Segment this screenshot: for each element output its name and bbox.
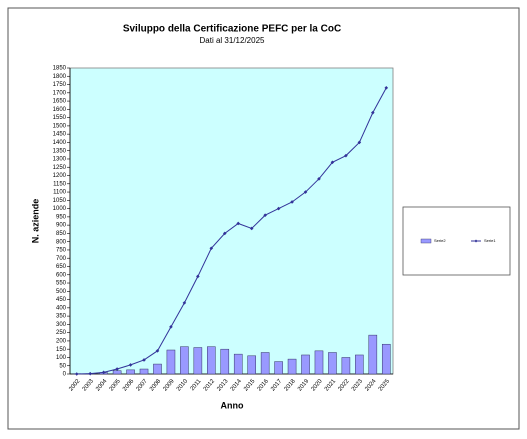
- y-tick-label: 50: [59, 363, 66, 369]
- bar: [247, 355, 256, 375]
- point: [74, 372, 79, 376]
- bar: [314, 350, 324, 375]
- point: [142, 358, 146, 362]
- y-tick-label: 300: [56, 322, 67, 328]
- y-tick-label: 750: [56, 248, 67, 254]
- bar: [166, 349, 176, 375]
- plot-area: [69, 67, 394, 375]
- bar: [126, 369, 135, 375]
- y-axis-label: N. aziende: [30, 199, 40, 244]
- y-tick-label: 1800: [53, 74, 67, 80]
- y-tick-label: 600: [56, 272, 67, 278]
- bar: [207, 346, 216, 375]
- bar: [193, 347, 203, 375]
- y-tick-label: 1400: [53, 140, 67, 146]
- point: [101, 370, 106, 375]
- y-tick-label: 800: [56, 239, 67, 245]
- bar: [180, 346, 189, 375]
- y-tick-label: 1200: [53, 173, 67, 179]
- y-tick-label: 1500: [53, 123, 67, 129]
- y-tick-label: 200: [56, 338, 67, 344]
- point: [303, 190, 308, 194]
- point: [371, 110, 375, 115]
- line: [76, 87, 387, 375]
- y-tick-label: 0: [63, 372, 67, 378]
- bar: [287, 358, 297, 375]
- bar: [341, 357, 351, 375]
- point: [344, 153, 348, 158]
- bar: [274, 361, 283, 375]
- y-tick-label: 1450: [53, 132, 67, 138]
- legend-marker: [474, 239, 478, 243]
- bar: [381, 343, 391, 375]
- x-axis-label: Anno: [221, 400, 244, 410]
- y-tick-label: 1050: [53, 198, 67, 204]
- y-tick-label: 100: [56, 355, 67, 361]
- y-tick-label: 650: [56, 264, 67, 270]
- y-tick-label: 250: [56, 330, 67, 336]
- point: [249, 226, 254, 231]
- y-tick-label: 1550: [53, 115, 67, 121]
- point: [330, 160, 335, 165]
- y-tick-label: 950: [56, 214, 67, 220]
- y-tick-label: 350: [56, 314, 67, 320]
- point: [263, 213, 267, 218]
- point: [276, 206, 281, 211]
- bar: [220, 348, 230, 375]
- point: [290, 200, 294, 204]
- bar: [139, 368, 149, 375]
- point: [317, 177, 321, 181]
- chart-title: Sviluppo della Certificazione PEFC per l…: [123, 24, 341, 35]
- y-tick-label: 1600: [53, 107, 67, 113]
- point: [115, 367, 119, 371]
- point: [169, 325, 173, 329]
- bar: [328, 352, 337, 375]
- point: [384, 86, 389, 90]
- y-tick-label: 900: [56, 223, 67, 229]
- y-tick-label: 150: [56, 347, 67, 353]
- bar: [260, 352, 270, 375]
- point: [88, 371, 92, 376]
- y-tick-label: 1000: [53, 206, 67, 212]
- point: [155, 349, 160, 353]
- y-tick-label: 400: [56, 305, 67, 311]
- point: [236, 221, 241, 226]
- y-tick-label: 500: [56, 289, 67, 295]
- y-tick-label: 1850: [53, 66, 67, 72]
- legend-swatch: [420, 238, 432, 244]
- bar: [233, 353, 243, 375]
- y-tick-label: 1650: [53, 99, 67, 105]
- y-tick-label: 1150: [53, 181, 67, 187]
- point: [182, 301, 187, 305]
- y-tick-label: 550: [56, 281, 67, 287]
- point: [222, 231, 227, 236]
- legend-label: Serie1: [484, 238, 496, 243]
- y-tick-label: 1350: [53, 148, 67, 154]
- bar: [301, 354, 310, 375]
- chart-subtitle: Dati al 31/12/2025: [200, 36, 265, 45]
- y-tick-label: 1750: [53, 82, 67, 88]
- legend-label: Serie2: [434, 238, 446, 243]
- y-tick-label: 700: [56, 256, 67, 262]
- point: [357, 140, 362, 145]
- bar: [112, 370, 122, 375]
- y-tick-label: 1300: [53, 157, 67, 163]
- y-tick-label: 1100: [53, 190, 67, 196]
- y-tick-label: 1700: [53, 90, 67, 96]
- bar: [355, 354, 364, 375]
- y-tick-label: 850: [56, 231, 67, 237]
- bar: [368, 334, 378, 375]
- point: [209, 246, 214, 251]
- point: [128, 363, 133, 367]
- y-tick-label: 450: [56, 297, 67, 303]
- bar: [153, 363, 162, 375]
- point: [196, 274, 200, 279]
- y-tick-label: 1250: [53, 165, 67, 171]
